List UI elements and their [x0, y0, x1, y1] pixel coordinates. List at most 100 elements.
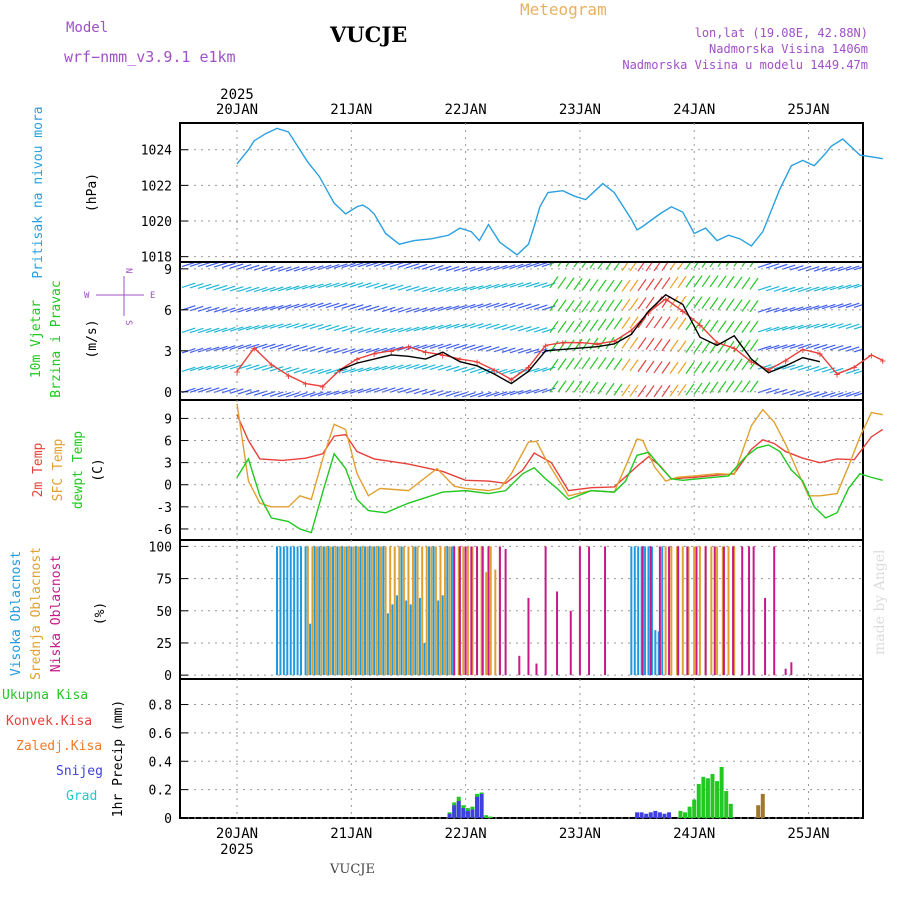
- niska-oblacnost-bar: [752, 546, 755, 676]
- wind-arrow: [349, 326, 364, 333]
- niska-oblacnost-bar: [527, 597, 530, 676]
- wind-arrow: [845, 302, 860, 309]
- temp2m-axis-label: 2m Temp: [31, 442, 46, 497]
- wind-arrow: [533, 367, 548, 373]
- wind-arrow: [213, 364, 228, 370]
- wind-arrow: [237, 264, 252, 270]
- wind-arrow: [781, 364, 796, 370]
- wind-arrow: [701, 361, 711, 374]
- wind-arrow: [437, 324, 452, 330]
- ytick-label: 9: [164, 263, 172, 278]
- visoka-oblacnost-bar: [309, 623, 312, 676]
- wind-speed-line: [339, 293, 821, 385]
- wind-arrow: [293, 303, 308, 309]
- gust-marker: +: [697, 319, 704, 332]
- gust-marker: +: [285, 369, 292, 382]
- ytick-label: 0.2: [149, 784, 172, 799]
- wind-arrow: [269, 266, 284, 272]
- wind-arrow: [245, 343, 260, 350]
- wind-arrow: [629, 316, 639, 329]
- visoka-oblacnost-bar: [423, 642, 426, 676]
- wind-arrow: [381, 327, 396, 334]
- other-bar: [760, 793, 765, 818]
- srednja-oblacnost-bar: [352, 546, 355, 676]
- wind-arrow: [437, 365, 452, 371]
- wind-arrow: [421, 325, 436, 331]
- date-tick-label: 25JAN: [787, 826, 829, 842]
- wind-arrow: [509, 302, 524, 309]
- gust-marker: +: [559, 337, 566, 350]
- visoka-oblacnost-bar: [350, 546, 353, 676]
- wind-arrow: [189, 305, 204, 312]
- wind-arrow: [461, 303, 476, 310]
- ytick-label: 0: [164, 479, 172, 494]
- wind-arrow: [293, 284, 308, 291]
- wind-arrow: [749, 339, 759, 352]
- wind-arrow: [613, 317, 623, 330]
- srednja-oblacnost-bar: [320, 546, 323, 676]
- sfc-temp-line: [236, 403, 883, 508]
- visoka-oblacnost-bar: [322, 546, 325, 676]
- wind-arrow: [797, 323, 812, 330]
- wind-arrow: [645, 262, 654, 272]
- pressure-unit-label: (hPa): [85, 173, 100, 212]
- visoka-oblacnost-bar: [282, 546, 285, 676]
- wind-arrow: [397, 262, 412, 268]
- srednja-oblacnost-bar: [412, 546, 415, 676]
- wind-arrow: [573, 278, 583, 291]
- wind-arrow: [685, 295, 695, 308]
- wind-arrow: [597, 300, 607, 313]
- wind-arrow: [365, 387, 380, 393]
- wind-arrow: [733, 358, 743, 371]
- srednja-oblacnost-bar: [425, 546, 428, 676]
- gust-marker: +: [577, 337, 584, 350]
- wind-arrow: [461, 367, 476, 373]
- srednja-oblacnost-bar: [393, 546, 396, 676]
- wind-unit-label: (m/s): [85, 319, 100, 358]
- compass-north-label: N: [123, 268, 133, 273]
- wind-arrow: [629, 279, 639, 292]
- wind-arrow: [589, 279, 599, 292]
- srednja-oblacnost-bar: [357, 546, 360, 676]
- wind-arrow: [717, 297, 727, 311]
- wind-arrow: [517, 282, 532, 288]
- wind-arrow: [813, 266, 828, 272]
- niska-oblacnost-bar: [518, 655, 521, 676]
- wind-arrow: [629, 384, 639, 397]
- wind-arrow: [789, 286, 804, 293]
- wind-arrow: [541, 387, 556, 394]
- wind-arrow: [221, 345, 236, 351]
- wind-arrow: [749, 380, 759, 393]
- wind-arrow: [645, 337, 655, 350]
- wind-arrow: [477, 265, 492, 272]
- wind-arrow: [437, 265, 452, 272]
- gust-marker: +: [337, 364, 344, 377]
- snijeg-bar: [662, 813, 667, 818]
- wind-arrow: [501, 302, 516, 309]
- wind-arrow: [373, 327, 388, 334]
- wind-panel: 0 3 6 9 + + + + + + + + + + + + + + + + + + + + + + + + + + + + + + + + + + + +…: [164, 261, 886, 401]
- wind-arrow: [293, 367, 308, 374]
- visoka-oblacnost-bar: [304, 546, 307, 676]
- wind-arrow: [413, 344, 428, 350]
- wind-arrow: [613, 262, 621, 271]
- visoka-oblacnost-bar: [441, 595, 444, 676]
- wind-arrow: [309, 265, 324, 271]
- wind-arrow: [485, 323, 500, 330]
- ukupna-kisa-bar: [715, 781, 720, 818]
- wind-arrow: [309, 323, 324, 330]
- wind-arrow: [613, 279, 623, 293]
- visoka-oblacnost-bar: [289, 546, 292, 676]
- wind-arrow: [797, 305, 812, 312]
- wind-arrow: [445, 365, 460, 372]
- wind-arrow: [501, 324, 516, 331]
- wind-arrow: [285, 285, 300, 291]
- wind-arrow: [341, 326, 356, 332]
- wind-arrow: [741, 299, 751, 312]
- lonlat-label: lon,lat (19.08E, 42.88N): [694, 26, 868, 40]
- date-tick-label: 22JAN: [445, 102, 487, 118]
- wind-arrow: [317, 368, 332, 375]
- snijeg-bar: [465, 810, 470, 818]
- wind-arrow: [661, 295, 671, 308]
- wind-arrow: [837, 302, 852, 309]
